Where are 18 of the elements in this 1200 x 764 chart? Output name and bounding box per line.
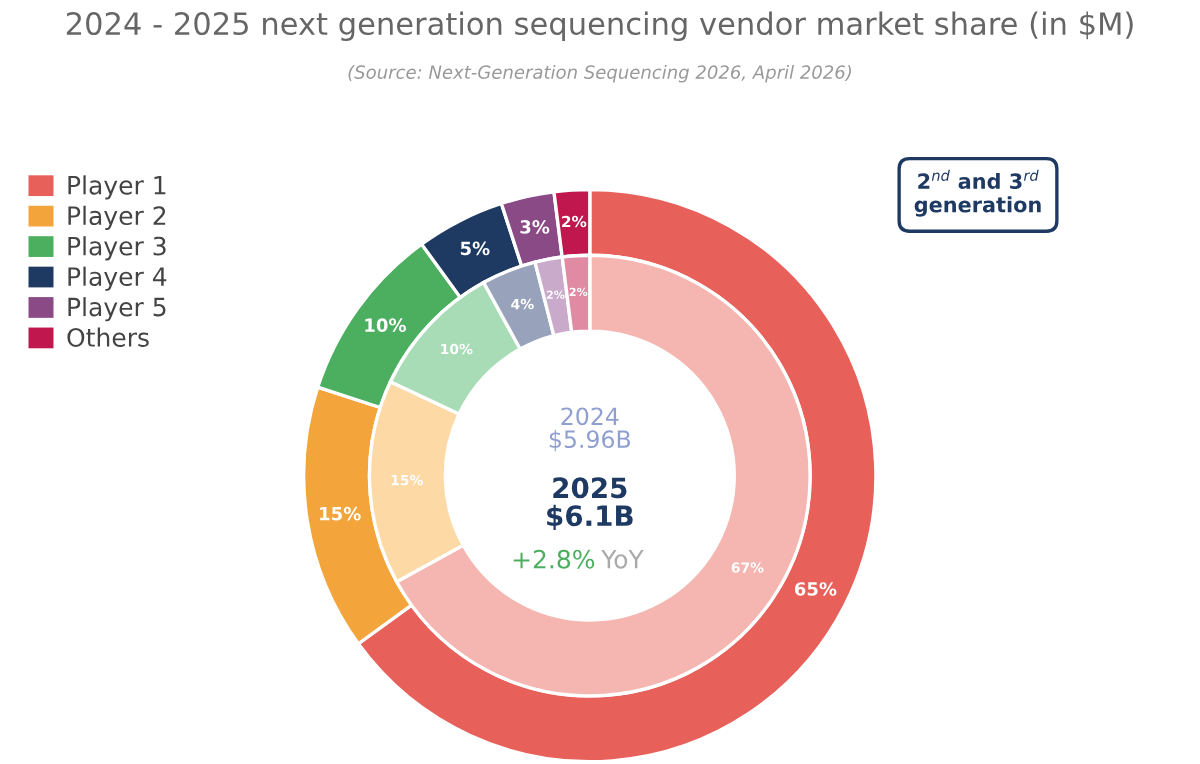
data-label: 10% [365, 318, 406, 332]
data-label: 65% [794, 582, 837, 596]
data-label: 15% [320, 506, 361, 521]
text: (Source: Next-Generation Sequencing 2026, April 2026) [348, 64, 851, 83]
chart-title: 2024 - 2025 next generation sequencing vendor market share (in $M) [66, 11, 1133, 42]
text: 2025 $6.1B [547, 477, 633, 530]
legend-label: Player 4 [68, 266, 167, 291]
legend-label: Player 1 [68, 175, 166, 200]
legend-label: Player 3 [68, 236, 166, 261]
text: 2024 $5.96B [549, 407, 631, 452]
text: 2$^{nd}$ and 3$^{rd}$ generation [914, 169, 1041, 217]
text: YoY [601, 550, 644, 569]
data-label: 5% [460, 241, 490, 256]
legend-label: Player 2 [68, 205, 166, 230]
legend-label: Others [67, 327, 149, 347]
text: +2.8% [513, 549, 595, 569]
data-label: 3% [520, 220, 550, 234]
legend-label: Player 5 [68, 297, 166, 322]
